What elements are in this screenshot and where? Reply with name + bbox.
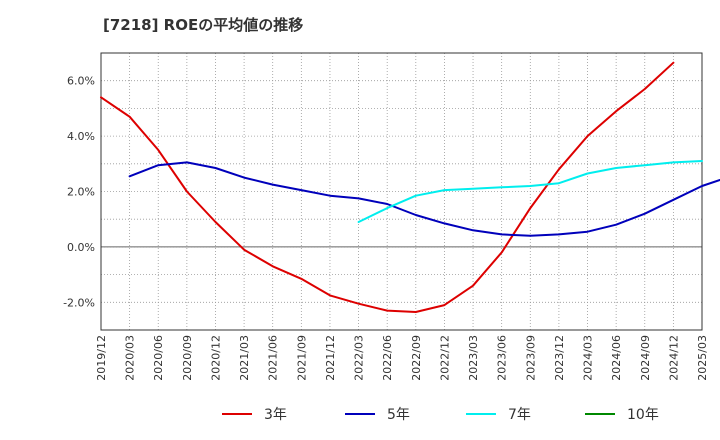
plot-border: [100, 52, 703, 331]
x-tick-label: 2020/03: [124, 335, 137, 381]
x-tick-label: 2019/12: [95, 335, 108, 381]
legend-label: 10年: [627, 407, 659, 423]
x-tick-label: 2022/03: [353, 335, 366, 381]
x-tick-label: 2022/06: [381, 335, 394, 381]
y-tick-label: 4.0%: [67, 130, 95, 143]
x-tick-label: 2024/06: [610, 335, 623, 381]
x-tick-label: 2021/09: [295, 335, 308, 381]
x-tick-label: 2024/09: [639, 335, 652, 381]
x-tick-label: 2023/03: [467, 335, 480, 381]
x-tick-label: 2022/12: [438, 335, 451, 381]
x-tick-label: 2020/06: [152, 335, 165, 381]
legend-label: 7年: [508, 407, 531, 423]
x-tick-label: 2024/03: [582, 335, 595, 381]
x-tick-label: 2021/03: [238, 335, 251, 381]
x-tick-label: 2022/09: [410, 335, 423, 381]
series-line: [100, 61, 675, 313]
x-tick-label: 2025/03: [696, 335, 709, 381]
x-tick-label: 2021/12: [324, 335, 337, 381]
x-tick-label: 2020/09: [181, 335, 194, 381]
legend-label: 5年: [387, 407, 410, 423]
x-tick-label: 2023/06: [496, 335, 509, 381]
x-tick-label: 2021/06: [267, 335, 280, 381]
x-tick-label: 2023/09: [524, 335, 537, 381]
y-tick-label: 6.0%: [67, 75, 95, 88]
x-tick-label: 2020/12: [209, 335, 222, 381]
series-line: [128, 161, 720, 237]
y-tick-label: -2.0%: [63, 296, 95, 309]
legend-label: 3年: [264, 407, 287, 423]
y-tick-label: 0.0%: [67, 241, 95, 254]
x-tick-label: 2023/12: [553, 335, 566, 381]
series-line: [357, 160, 703, 223]
x-tick-label: 2024/12: [667, 335, 680, 381]
y-tick-label: 2.0%: [67, 186, 95, 199]
chart-title: [7218] ROEの平均値の推移: [103, 16, 304, 34]
